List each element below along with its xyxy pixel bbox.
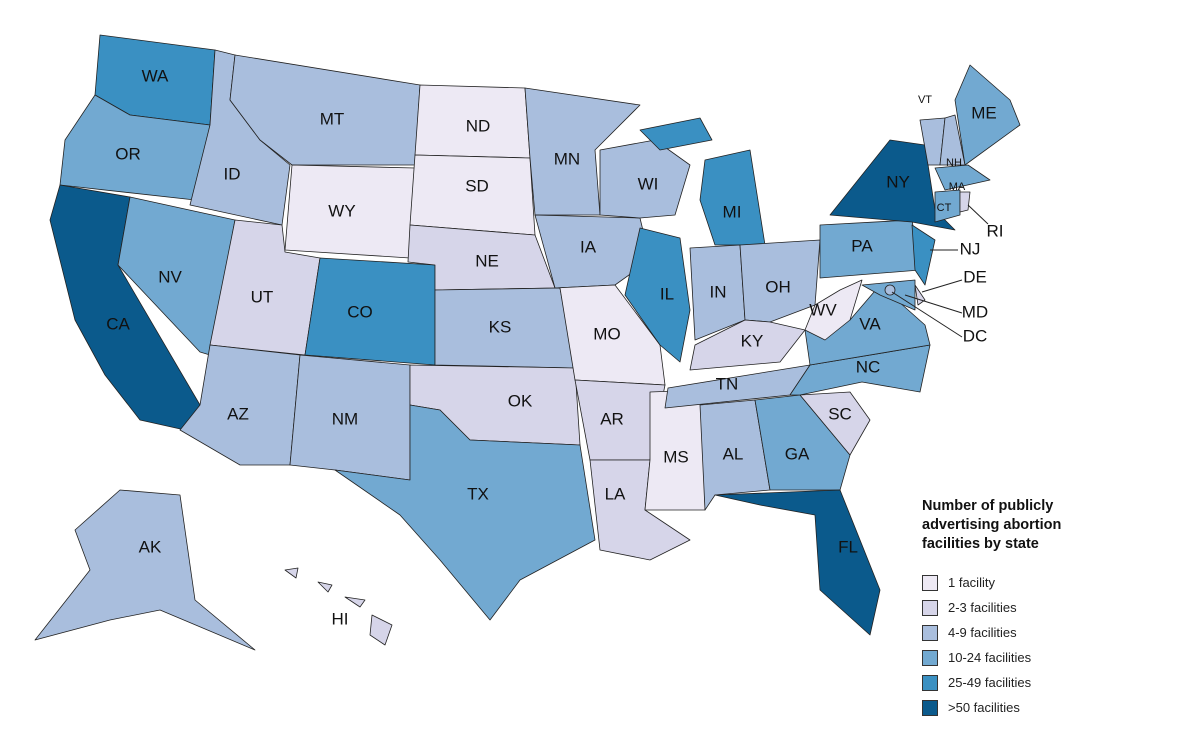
legend-item: 2-3 facilities: [922, 595, 1122, 620]
state-label: KS: [489, 317, 512, 336]
leader-line: [904, 294, 963, 314]
state-label: NM: [332, 409, 358, 428]
state-shape: [739, 239, 821, 323]
legend-items: 1 facility 2-3 facilities 4-9 facilities 10…: [922, 570, 1122, 720]
state-label: VT: [918, 94, 932, 106]
state-shape: [699, 399, 771, 511]
state-shape: [624, 227, 691, 363]
leader-line: [967, 204, 989, 225]
legend-swatch: [922, 599, 938, 616]
state-shape: [334, 404, 596, 621]
state-label: MN: [554, 149, 580, 168]
state-shape: [117, 196, 236, 356]
state-shape: [804, 279, 863, 341]
state-label: CA: [106, 314, 130, 333]
state-shape: [954, 64, 1021, 166]
legend-label: 10-24 facilities: [948, 650, 1032, 665]
legend-swatch: [922, 574, 938, 591]
state-label: TN: [716, 374, 739, 393]
state-label: AK: [139, 537, 162, 556]
state-label: FL: [838, 537, 858, 556]
legend-label: >50 facilities: [948, 700, 1020, 715]
state-label: WY: [328, 201, 355, 220]
state-label: ME: [971, 103, 997, 122]
state-label: WV: [809, 300, 837, 319]
state-label: DC: [963, 326, 988, 345]
legend-label: 1 facility: [948, 575, 995, 590]
state-label: CT: [937, 202, 952, 214]
leader-line: [921, 279, 963, 293]
legend-item: >50 facilities: [922, 695, 1122, 720]
state-shape: [914, 284, 926, 306]
state-label: NJ: [960, 239, 981, 258]
legend-item: 25-49 facilities: [922, 670, 1122, 695]
state-shape: [34, 489, 256, 651]
legend-title: Number of publicly advertising abortion …: [922, 498, 1062, 552]
legend-swatch: [922, 624, 938, 641]
state-label: ND: [466, 116, 491, 135]
state-label: AZ: [227, 404, 249, 423]
state-shape: [911, 224, 936, 286]
state-label: UT: [251, 287, 274, 306]
state-label: TX: [467, 484, 489, 503]
state-shape: [959, 191, 971, 213]
state-label: MA: [949, 181, 966, 193]
state-label: IA: [580, 237, 597, 256]
state-label: IL: [660, 284, 674, 303]
state-shape: [934, 189, 961, 223]
state-label: KY: [741, 331, 764, 350]
state-label: AL: [723, 444, 744, 463]
legend-item: 10-24 facilities: [922, 645, 1122, 670]
state-shape: [799, 391, 871, 456]
state-label: AR: [600, 409, 624, 428]
state-label: ID: [224, 164, 241, 183]
state-label: RI: [987, 221, 1004, 240]
state-label: MI: [723, 202, 742, 221]
state-shape: [284, 567, 393, 646]
legend-label: 2-3 facilities: [948, 600, 1017, 615]
legend-swatch: [922, 699, 938, 716]
legend-label: 4-9 facilities: [948, 625, 1017, 640]
state-label: NH: [946, 157, 962, 169]
state-label: MS: [663, 447, 689, 466]
legend-item: 4-9 facilities: [922, 620, 1122, 645]
state-shape: [934, 164, 991, 191]
state-label: IN: [710, 282, 727, 301]
state-label: NV: [158, 267, 182, 286]
state-label: SC: [828, 404, 852, 423]
state-shape: [754, 394, 851, 491]
legend-swatch: [922, 649, 938, 666]
state-label: HI: [332, 609, 349, 628]
legend-swatch: [922, 674, 938, 691]
state-label: CO: [347, 302, 373, 321]
legend-label: 25-49 facilities: [948, 675, 1032, 690]
state-label: GA: [785, 444, 810, 463]
leader-line: [891, 291, 963, 338]
state-label: WI: [638, 174, 659, 193]
legend: Number of publicly advertising abortion …: [922, 497, 1122, 720]
state-label: MT: [320, 109, 345, 128]
state-label: VA: [859, 314, 881, 333]
state-label: WA: [142, 66, 169, 85]
state-label: NE: [475, 251, 499, 270]
legend-item: 1 facility: [922, 570, 1122, 595]
state-label: SD: [465, 176, 489, 195]
state-label: OH: [765, 277, 791, 296]
state-label: NC: [856, 357, 881, 376]
state-label: MD: [962, 302, 988, 321]
state-label: NY: [886, 172, 910, 191]
state-label: PA: [851, 236, 873, 255]
state-shape: [714, 489, 881, 636]
state-label: OR: [115, 144, 141, 163]
state-label: LA: [605, 484, 626, 503]
state-label: MO: [593, 324, 620, 343]
state-label: OK: [508, 391, 533, 410]
state-label: DE: [963, 267, 987, 286]
